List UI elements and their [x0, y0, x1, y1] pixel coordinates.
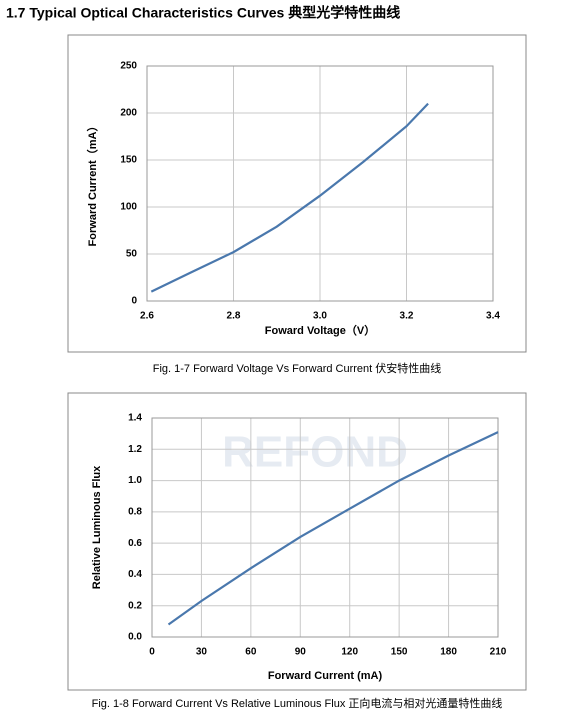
plot-border: [146, 65, 494, 302]
x-tick-label: 210: [490, 647, 507, 658]
y-tick-label: 0.6: [128, 538, 142, 549]
heading: 1.7 Typical Optical Characteristics Curv…: [6, 5, 400, 21]
watermark: REFOND: [222, 428, 408, 477]
y-tick-label: 0: [131, 296, 137, 307]
y-tick-label: 250: [120, 61, 137, 72]
y-axis-label: Forward Current（mA）: [86, 121, 99, 247]
y-tick-label: 200: [120, 108, 137, 119]
y-tick-label: 100: [120, 202, 137, 213]
y-axis-label: Relative Luminous Flux: [91, 465, 103, 589]
chart: 0.0 0.2 0.4 0.6 0.8 1.0 1.2 1.4 0 30 60 90 120 150 180…: [67, 392, 527, 710]
y-tick-label: 0.2: [128, 600, 142, 611]
x-axis-label: Forward Current (mA): [268, 670, 383, 682]
x-tick-label: 3.4: [486, 311, 500, 322]
x-tick-label: 120: [341, 647, 358, 658]
chart-frame: [67, 34, 527, 353]
y-tick-label: 150: [120, 155, 137, 166]
y-tick-label: 1.0: [128, 475, 142, 486]
x-tick-label: 0: [149, 647, 155, 658]
x-tick-label: 60: [245, 647, 257, 658]
x-tick-label: 2.6: [140, 311, 154, 322]
chart-frame: [67, 392, 527, 691]
x-axis-label: Foward Voltage（V）: [265, 324, 375, 337]
x-tick-label: 30: [196, 647, 208, 658]
x-tick-label: 3.0: [313, 311, 327, 322]
y-tick-label: 1.2: [128, 444, 142, 455]
data-line: [167, 431, 499, 626]
y-tick-label: 0.8: [128, 506, 142, 517]
x-tick-label: 90: [295, 647, 307, 658]
x-tick-label: 150: [391, 647, 408, 658]
data-line: [150, 102, 429, 293]
y-tick-label: 0.4: [128, 569, 142, 580]
chart: 0 50 100 150 200 250 2.6 2.8 3.0 3.2 3.4 Foward Vol…: [67, 34, 527, 375]
y-tick-label: 50: [126, 249, 138, 260]
caption: Fig. 1-8 Forward Current Vs Relative Lum…: [92, 696, 503, 710]
plot-border: [151, 417, 499, 638]
x-tick-label: 180: [440, 647, 457, 658]
y-tick-label: 0.0: [128, 632, 142, 643]
x-tick-label: 3.2: [400, 311, 414, 322]
y-tick-label: 1.4: [128, 413, 142, 424]
caption: Fig. 1-7 Forward Voltage Vs Forward Curr…: [153, 361, 442, 375]
x-tick-label: 2.8: [227, 311, 241, 322]
